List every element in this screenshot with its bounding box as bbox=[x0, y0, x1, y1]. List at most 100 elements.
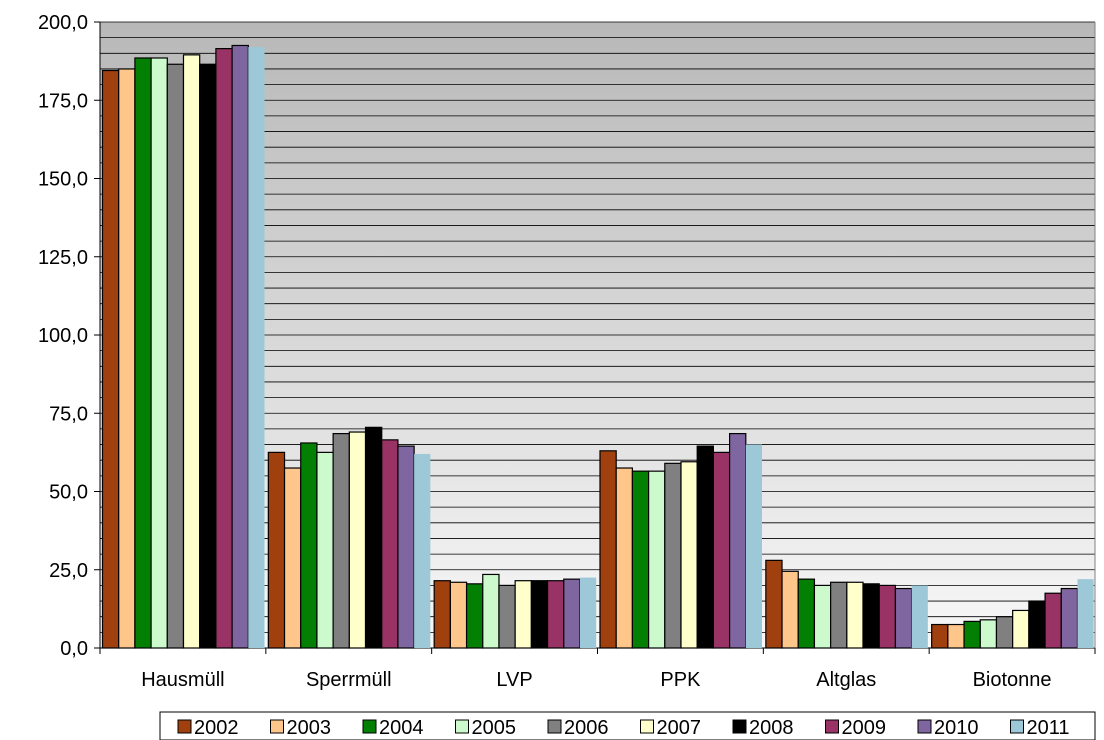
bar-2008-0 bbox=[199, 63, 217, 649]
axes bbox=[94, 21, 1096, 654]
bar-2004-4 bbox=[797, 578, 816, 649]
y-tick-label: 50,0 bbox=[49, 482, 88, 504]
legend-label: 2005 bbox=[472, 717, 517, 739]
bar-2003-3 bbox=[615, 467, 634, 649]
bar-2005-2 bbox=[482, 573, 500, 649]
gridlines bbox=[100, 21, 1095, 633]
category-label: Sperrmüll bbox=[306, 669, 392, 691]
bar-2005-3 bbox=[647, 470, 666, 649]
bar-2011-2 bbox=[579, 577, 597, 648]
bar-2009-5 bbox=[1044, 592, 1062, 649]
bar-2005-4 bbox=[813, 584, 832, 649]
bar-2011-4 bbox=[911, 585, 928, 648]
bar-2008-5 bbox=[1028, 600, 1046, 649]
y-tick-label: 125,0 bbox=[38, 247, 88, 269]
legend-label: 2003 bbox=[287, 717, 332, 739]
bar-2011-0 bbox=[248, 47, 265, 649]
category-label: Altglas bbox=[816, 669, 876, 691]
category-label: Hausmüll bbox=[141, 669, 224, 691]
y-tick-label: 25,0 bbox=[49, 560, 88, 582]
bar-2003-1 bbox=[283, 467, 302, 649]
bar-2006-3 bbox=[664, 462, 682, 649]
legend: 2002 2003 2004 2005 2006 2007 2008 2009 2010 2011 bbox=[159, 711, 1096, 740]
bar-2007-4 bbox=[846, 581, 864, 649]
legend-swatch bbox=[1010, 719, 1024, 734]
legend-swatch bbox=[547, 719, 562, 734]
bar-2006-5 bbox=[995, 616, 1014, 649]
legend-swatch bbox=[825, 719, 839, 734]
legend-label: 2006 bbox=[564, 717, 609, 739]
axis-labels: 0,0 25,0 50,0 75,0 100,0 125,0 150,0 175,0 200,0… bbox=[38, 12, 1052, 691]
bar-2003-5 bbox=[947, 623, 965, 649]
legend-swatch bbox=[362, 719, 377, 734]
bar-2005-0 bbox=[150, 57, 168, 649]
bar-2004-1 bbox=[300, 442, 318, 649]
bar-2002-0 bbox=[101, 69, 120, 649]
legend-label: 2004 bbox=[379, 717, 424, 739]
legend-label: 2008 bbox=[749, 717, 794, 739]
bar-2005-5 bbox=[979, 619, 998, 649]
bar-2009-4 bbox=[878, 584, 897, 649]
legend-swatch bbox=[732, 719, 747, 734]
y-tick-label: 100,0 bbox=[38, 325, 88, 347]
bar-2002-1 bbox=[267, 451, 286, 649]
bar-2004-0 bbox=[134, 57, 152, 649]
legend-label: 2009 bbox=[842, 717, 887, 739]
bar-2009-3 bbox=[712, 451, 731, 649]
bar-2006-1 bbox=[332, 432, 350, 649]
legend-swatch bbox=[917, 719, 932, 734]
bar-2008-1 bbox=[364, 426, 383, 649]
bars bbox=[101, 44, 1094, 649]
bar-2011-3 bbox=[745, 444, 762, 648]
legend-swatch bbox=[270, 719, 284, 734]
bar-2005-1 bbox=[316, 451, 334, 649]
legend-label: 2011 bbox=[1027, 717, 1070, 739]
legend-label: 2007 bbox=[657, 717, 702, 739]
bar-2011-5 bbox=[1077, 579, 1094, 648]
legend-label: 2010 bbox=[934, 717, 979, 739]
legend-swatch bbox=[455, 719, 469, 734]
legend-box bbox=[159, 711, 1096, 740]
bar-2010-0 bbox=[231, 44, 249, 649]
bar-2002-4 bbox=[765, 559, 783, 649]
bar-2004-3 bbox=[631, 470, 650, 649]
legend-swatch bbox=[177, 719, 192, 734]
bar-2010-3 bbox=[728, 432, 747, 649]
y-tick-label: 150,0 bbox=[38, 169, 88, 191]
y-tick-label: 175,0 bbox=[38, 90, 88, 112]
y-tick-label: 200,0 bbox=[38, 12, 88, 34]
legend-swatch bbox=[640, 719, 654, 734]
bar-2002-3 bbox=[599, 450, 617, 649]
bar-2004-2 bbox=[465, 583, 484, 649]
bar-2004-5 bbox=[963, 620, 981, 649]
bar-2003-2 bbox=[449, 581, 468, 649]
bar-2010-5 bbox=[1060, 587, 1079, 649]
bar-2007-1 bbox=[348, 431, 367, 649]
bar-2003-4 bbox=[781, 570, 799, 649]
bar-2008-3 bbox=[696, 445, 715, 649]
bar-2008-4 bbox=[862, 583, 880, 649]
bar-2008-2 bbox=[530, 580, 549, 649]
bar-2006-2 bbox=[498, 584, 516, 649]
bar-2003-0 bbox=[118, 68, 136, 649]
bar-2009-1 bbox=[381, 439, 399, 649]
category-label: LVP bbox=[496, 669, 532, 691]
bar-2011-1 bbox=[414, 453, 431, 648]
y-tick-label: 75,0 bbox=[49, 403, 88, 425]
y-tick-label: 0,0 bbox=[60, 638, 88, 660]
bar-2007-0 bbox=[182, 54, 201, 649]
bar-2010-1 bbox=[397, 445, 415, 649]
bar-2010-2 bbox=[563, 578, 581, 649]
category-label: Biotonne bbox=[973, 669, 1052, 691]
bar-2007-3 bbox=[680, 461, 698, 649]
bar-2007-5 bbox=[1012, 609, 1030, 649]
legend-label: 2002 bbox=[194, 717, 239, 739]
bar-2006-4 bbox=[830, 581, 848, 649]
bar-2010-4 bbox=[894, 587, 913, 649]
bar-2002-2 bbox=[433, 580, 451, 649]
bar-2006-0 bbox=[166, 63, 185, 649]
bar-2007-2 bbox=[514, 580, 532, 649]
bar-2009-0 bbox=[215, 48, 233, 649]
bar-2009-2 bbox=[546, 580, 565, 649]
